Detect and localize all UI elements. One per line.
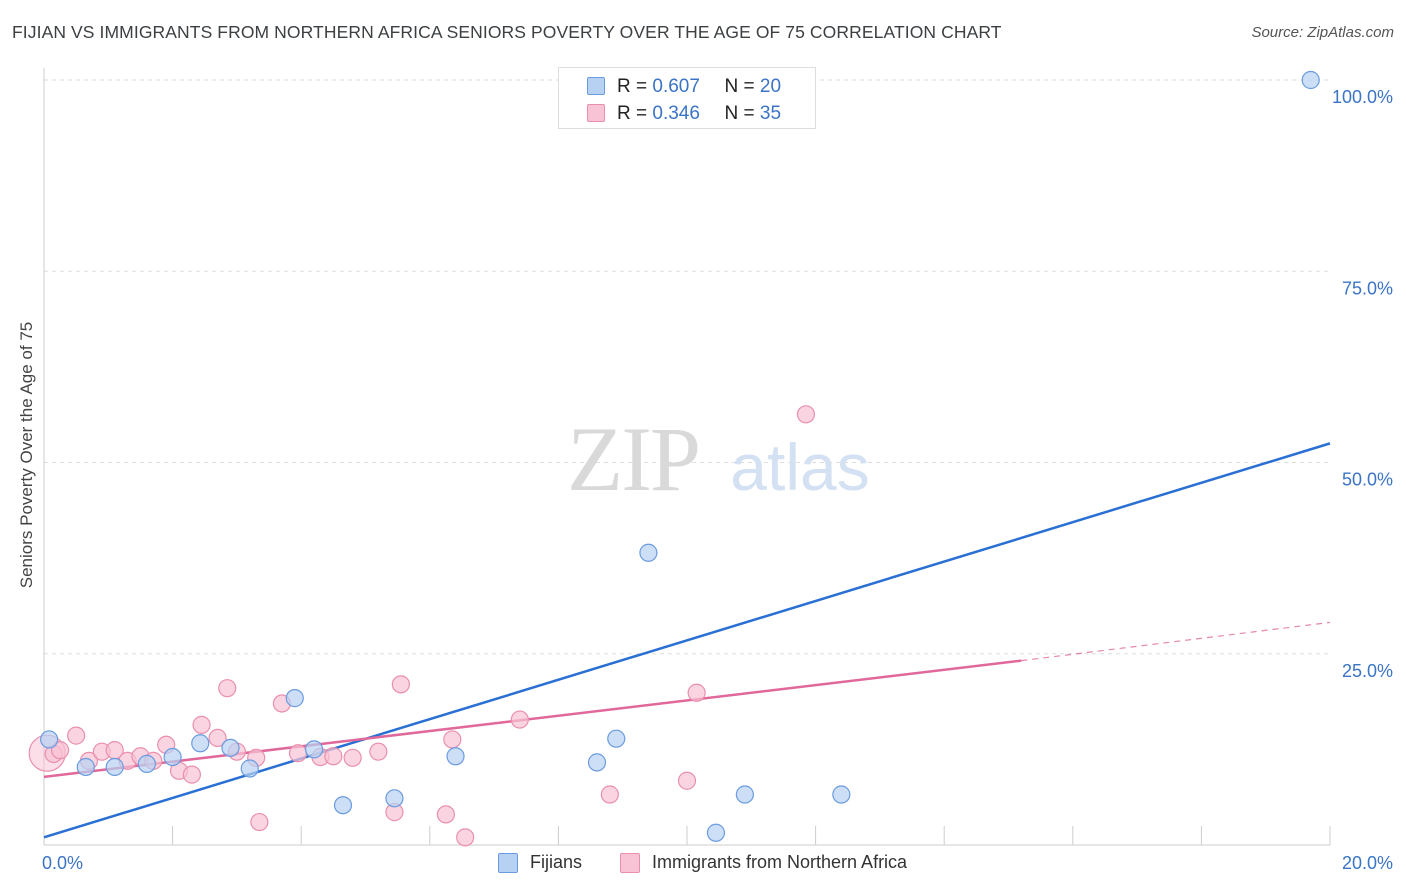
immigrants-point xyxy=(369,742,388,761)
fijians-point xyxy=(446,747,465,766)
legend-n-value: 20 xyxy=(759,76,782,97)
immigrants-point xyxy=(192,715,211,734)
x-tick-label-min: 0.0% xyxy=(42,853,83,873)
gridlines xyxy=(44,79,1330,655)
fijians-point xyxy=(639,543,658,562)
immigrants-point xyxy=(391,675,410,694)
bottom-legend-swatch-fijians xyxy=(498,853,518,873)
immigrants-point xyxy=(796,405,816,424)
immigrants-point xyxy=(456,828,475,847)
bottom-legend-swatch-immigrants xyxy=(620,853,640,873)
legend-r-value: 0.607 xyxy=(652,76,700,97)
immigrants-trend-line-extension xyxy=(1021,621,1331,662)
data-points xyxy=(28,70,1320,847)
legend-r-label: R = xyxy=(617,103,648,124)
immigrants-point xyxy=(443,730,462,749)
legend-n-label: N = xyxy=(724,76,755,97)
fijians-point xyxy=(385,789,404,808)
immigrants-point xyxy=(250,812,269,832)
legend-n-label: N = xyxy=(724,103,755,124)
immigrants-point xyxy=(510,710,529,729)
legend-n-value: 35 xyxy=(759,103,782,124)
immigrants-point xyxy=(67,726,86,745)
bottom-legend-label-immigrants: Immigrants from Northern Africa xyxy=(652,852,908,872)
legend-swatch-fijians xyxy=(587,77,605,95)
immigrants-point xyxy=(324,747,343,766)
fijians-point xyxy=(285,689,304,708)
immigrants-point xyxy=(436,805,455,824)
immigrants-point xyxy=(600,785,619,804)
tick-labels: 25.0% 50.0% 75.0% 100.0% 0.0% 20.0% xyxy=(42,87,1393,873)
fijians-point xyxy=(607,729,626,748)
immigrants-trend-line xyxy=(43,659,1022,779)
fijians-point xyxy=(304,740,324,759)
immigrants-point xyxy=(288,744,308,763)
fijians-point xyxy=(191,734,210,753)
fijians-point xyxy=(832,785,851,804)
legend-text: R = 0.346 N = 35 xyxy=(617,103,781,125)
legend-r-value: 0.346 xyxy=(652,103,700,124)
fijians-point xyxy=(137,754,156,774)
fijians-point xyxy=(587,753,607,772)
legend-r-label: R = xyxy=(617,76,648,97)
watermark-atlas: atlas xyxy=(730,430,869,504)
fijians-point xyxy=(333,796,353,815)
watermark-zip: ZIP xyxy=(567,408,699,510)
immigrants-point xyxy=(50,741,70,760)
legend-swatch-immigrants xyxy=(587,104,605,122)
fijians-point xyxy=(735,785,754,804)
x-tick-label-max: 20.0% xyxy=(1342,853,1393,873)
chart-title: FIJIAN VS IMMIGRANTS FROM NORTHERN AFRIC… xyxy=(12,22,1002,42)
trend-lines xyxy=(43,442,1331,839)
fijians-point xyxy=(221,738,240,757)
legend: R = 0.607 N = 20 R = 0.346 N = 35 xyxy=(558,67,816,129)
fijians-point xyxy=(163,747,182,767)
source-label: Source: ZipAtlas.com xyxy=(1251,24,1394,41)
y-tick-label: 100.0% xyxy=(1332,87,1393,107)
fijians-point xyxy=(1301,70,1320,90)
y-tick-label: 50.0% xyxy=(1342,470,1393,490)
axes xyxy=(43,68,1331,846)
immigrants-point xyxy=(343,748,362,767)
immigrants-point xyxy=(208,728,227,748)
y-tick-label: 75.0% xyxy=(1342,278,1393,298)
y-tick-label: 25.0% xyxy=(1342,661,1393,681)
fijians-point xyxy=(40,730,59,749)
watermark: ZIP atlas xyxy=(567,408,870,510)
fijians-point xyxy=(105,757,124,777)
fijians-point xyxy=(240,759,259,778)
bottom-legend-label-fijians: Fijians xyxy=(530,852,583,872)
legend-text: R = 0.607 N = 20 xyxy=(617,76,781,98)
fijians-point xyxy=(76,757,95,777)
immigrants-point xyxy=(687,683,706,702)
fijians-trend-line xyxy=(43,442,1331,839)
immigrants-point xyxy=(677,771,697,790)
immigrants-point xyxy=(182,765,201,784)
fijians-point xyxy=(706,823,726,842)
immigrants-point xyxy=(218,679,237,698)
